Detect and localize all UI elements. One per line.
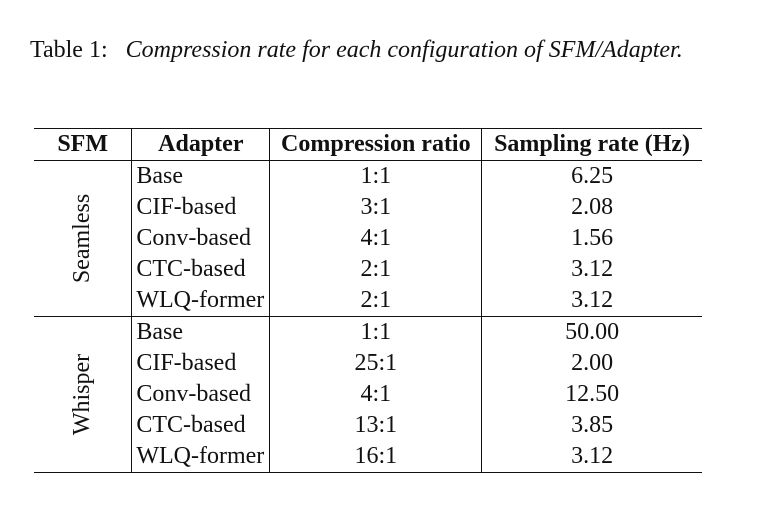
header-adapter: Adapter xyxy=(131,128,271,161)
ratio-cell: 2:1 xyxy=(269,285,483,317)
rate-cell: 50.00 xyxy=(565,319,620,345)
ratio-cell: 4:1 xyxy=(269,223,483,254)
header-rate: Sampling rate (Hz) xyxy=(494,131,691,157)
compression-table: SFM Adapter Compression ratio Sampling r… xyxy=(34,128,702,473)
adapter-cell: Base xyxy=(131,316,271,348)
table-row: WLQ-former 2:1 3.12 xyxy=(34,285,702,317)
sfm-group-label: Whisper xyxy=(34,316,133,473)
table-row: WLQ-former 16:1 3.12 xyxy=(34,441,702,473)
table-header: SFM Adapter Compression ratio Sampling r… xyxy=(34,128,702,161)
rate-cell: 3.12 xyxy=(571,443,614,469)
rate-cell: 3.12 xyxy=(571,256,614,282)
sfm-name: Seamless xyxy=(69,193,96,284)
adapter-cell: Conv-based xyxy=(131,379,271,410)
rate-cell: 3.12 xyxy=(571,287,614,313)
adapter-cell: Base xyxy=(131,160,271,192)
ratio-cell: 1:1 xyxy=(269,160,483,192)
table-row: Whisper Base 1:1 50.00 xyxy=(34,316,702,473)
adapter-cell: CIF-based xyxy=(131,192,271,223)
ratio-cell: 16:1 xyxy=(269,441,483,473)
ratio-cell: 25:1 xyxy=(269,348,483,379)
table-row: CTC-based 13:1 3.85 xyxy=(34,410,702,441)
group-whisper: Whisper Base 1:1 50.00 CIF-based 25:1 2.… xyxy=(34,316,702,473)
table-caption: Table 1: Compression rate for each confi… xyxy=(30,35,712,66)
sfm-name: Whisper xyxy=(69,353,96,436)
header-row: SFM Adapter Compression ratio Sampling r… xyxy=(34,128,702,161)
rate-cell: 3.85 xyxy=(571,412,614,438)
ratio-cell: 3:1 xyxy=(269,192,483,223)
caption-text: Compression rate for each configuration … xyxy=(125,37,683,63)
adapter-cell: WLQ-former xyxy=(131,441,271,473)
caption-label: Table 1: xyxy=(30,37,108,63)
ratio-cell: 4:1 xyxy=(269,379,483,410)
table-row: Conv-based 4:1 12.50 xyxy=(34,379,702,410)
header-ratio: Compression ratio xyxy=(269,128,483,161)
table-row: CIF-based 3:1 2.08 xyxy=(34,192,702,223)
rate-cell: 6.25 xyxy=(571,163,614,189)
adapter-cell: WLQ-former xyxy=(131,285,271,317)
table-row: Conv-based 4:1 1.56 xyxy=(34,223,702,254)
sfm-group-label: Seamless xyxy=(34,160,133,317)
adapter-cell: CTC-based xyxy=(131,254,271,285)
ratio-cell: 1:1 xyxy=(269,316,483,348)
table-row: CTC-based 2:1 3.12 xyxy=(34,254,702,285)
rate-cell: 1.56 xyxy=(571,225,614,251)
table-row: Seamless Base 1:1 6.25 xyxy=(34,160,702,317)
ratio-cell: 2:1 xyxy=(269,254,483,285)
rate-cell: 12.50 xyxy=(565,381,620,407)
adapter-cell: CIF-based xyxy=(131,348,271,379)
ratio-cell: 13:1 xyxy=(269,410,483,441)
adapter-cell: Conv-based xyxy=(131,223,271,254)
table-row: CIF-based 25:1 2.00 xyxy=(34,348,702,379)
rate-cell: 2.08 xyxy=(571,194,614,220)
header-sfm: SFM xyxy=(34,128,133,161)
group-seamless: Seamless Base 1:1 6.25 CIF-based 3:1 2.0… xyxy=(34,160,702,317)
adapter-cell: CTC-based xyxy=(131,410,271,441)
rate-cell: 2.00 xyxy=(571,350,614,376)
